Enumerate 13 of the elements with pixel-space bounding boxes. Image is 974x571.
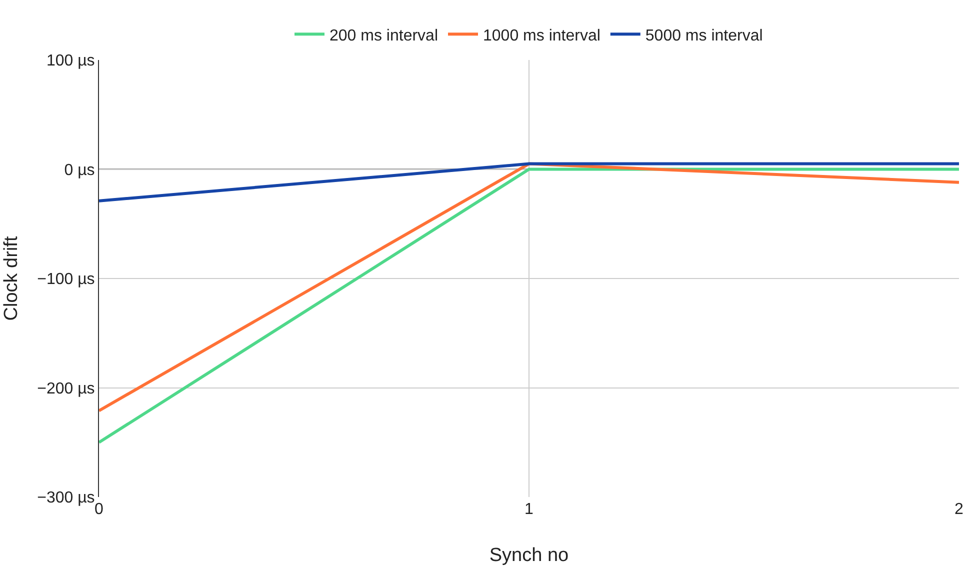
y-tick-label: −300 µs xyxy=(37,490,95,507)
x-tick-label: 1 xyxy=(524,501,534,518)
x-axis-title: Synch no xyxy=(489,544,569,566)
x-tick-label: 0 xyxy=(94,501,104,518)
x-tick-label: 2 xyxy=(954,501,964,518)
y-tick-label: −100 µs xyxy=(37,271,95,288)
y-tick-label: 0 µs xyxy=(64,162,95,179)
legend-label: 1000 ms interval xyxy=(483,27,600,44)
legend-label: 5000 ms interval xyxy=(645,27,763,44)
legend-label: 200 ms interval xyxy=(330,27,438,44)
y-tick-label: −200 µs xyxy=(37,380,95,398)
y-axis-title: Clock drift xyxy=(0,236,22,321)
y-tick-label: 100 µs xyxy=(46,52,95,70)
